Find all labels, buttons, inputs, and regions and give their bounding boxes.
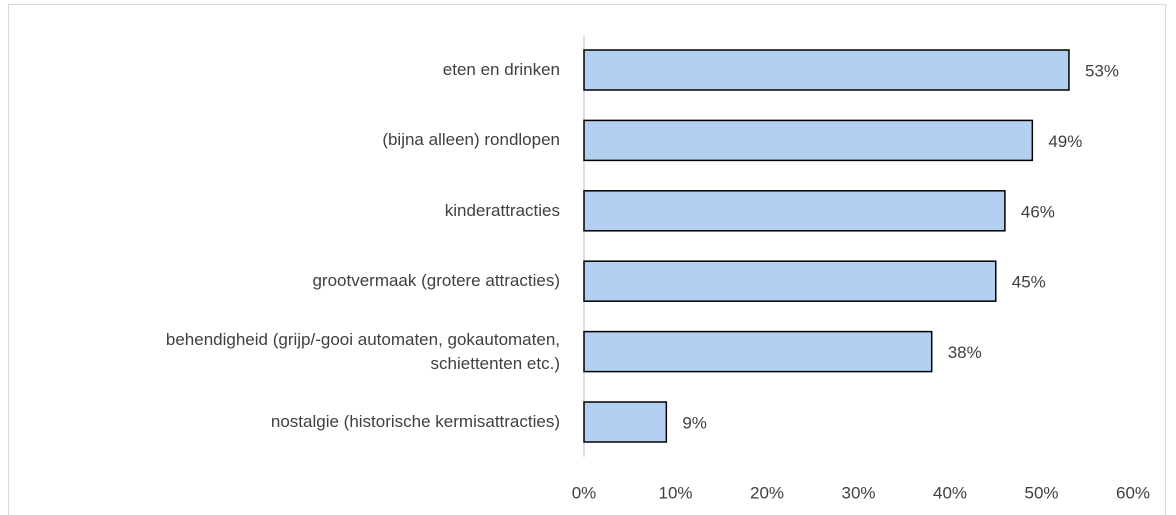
value-label: 49% bbox=[1048, 132, 1082, 151]
x-tick-label: 0% bbox=[572, 483, 597, 502]
x-tick-label: 40% bbox=[933, 483, 967, 502]
bar bbox=[583, 119, 1034, 162]
value-label: 53% bbox=[1085, 61, 1119, 80]
bar bbox=[583, 49, 1070, 91]
x-tick-label: 50% bbox=[1024, 483, 1058, 502]
bar bbox=[583, 190, 1006, 232]
value-label: 45% bbox=[1012, 273, 1046, 292]
category-label: nostalgie (historische kermisattracties) bbox=[270, 412, 560, 431]
category-label: grootvermaak (grotere attracties) bbox=[312, 271, 560, 291]
category-label: (bijna alleen) rondlopen bbox=[382, 130, 560, 150]
value-label: 9% bbox=[682, 413, 707, 432]
value-label: 38% bbox=[948, 343, 982, 362]
category-label: kinderattracties bbox=[444, 200, 560, 220]
x-tick-label: 60% bbox=[1116, 483, 1150, 502]
value-label: 46% bbox=[1021, 202, 1055, 221]
x-tick-label: 20% bbox=[750, 483, 784, 502]
chart-frame bbox=[8, 4, 1166, 515]
bar bbox=[583, 401, 668, 443]
x-tick-label: 10% bbox=[658, 483, 692, 502]
x-tick-label: 30% bbox=[841, 483, 875, 502]
bar bbox=[583, 260, 997, 302]
bar bbox=[583, 330, 933, 373]
category-label: behendigheid (grijp/-gooi automaten, gok… bbox=[165, 329, 560, 373]
category-label: eten en drinken bbox=[442, 60, 560, 79]
